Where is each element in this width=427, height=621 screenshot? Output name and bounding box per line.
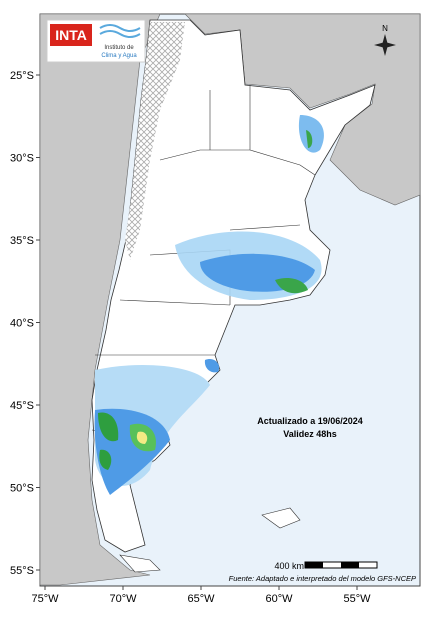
latitude-label: 55°S [10, 565, 34, 577]
logo-waves [99, 24, 141, 38]
longitude-label: 60°W [265, 593, 293, 605]
latitude-label: 30°S [10, 153, 34, 165]
latitude-label: 35°S [10, 235, 34, 247]
latitude-label: 45°S [10, 400, 34, 412]
tierra-del-fuego [119, 554, 161, 573]
precipitation [94, 115, 324, 495]
latitude-label: 50°S [10, 483, 34, 495]
updated-date: Actualizado a 19/06/2024 [257, 416, 363, 426]
source: Fuente: Adaptado e interpretado del mode… [229, 574, 416, 583]
institute-name: Clima y Agua [101, 53, 137, 59]
scale-bar-segment [341, 562, 359, 568]
longitude-label: 70°W [109, 593, 137, 605]
malvinas [261, 507, 301, 529]
compass-rose [374, 34, 396, 56]
scale-label: 400 km [274, 561, 304, 571]
validity: Validez 48hs [283, 429, 337, 439]
longitude-label: 55°W [343, 593, 371, 605]
logo-inta [50, 24, 92, 46]
latitude-label: 40°S [10, 318, 34, 330]
longitude-label: 65°W [187, 593, 215, 605]
longitude-label: 75°W [31, 593, 59, 605]
chile [39, 13, 161, 586]
latitude-label: 25°S [10, 70, 34, 82]
scale-bar-segment [305, 562, 323, 568]
logo-text: INTA [55, 27, 87, 43]
compass-label: N [382, 24, 388, 33]
institute-name: Instituto de [104, 45, 134, 51]
no-data-area [125, 22, 185, 260]
